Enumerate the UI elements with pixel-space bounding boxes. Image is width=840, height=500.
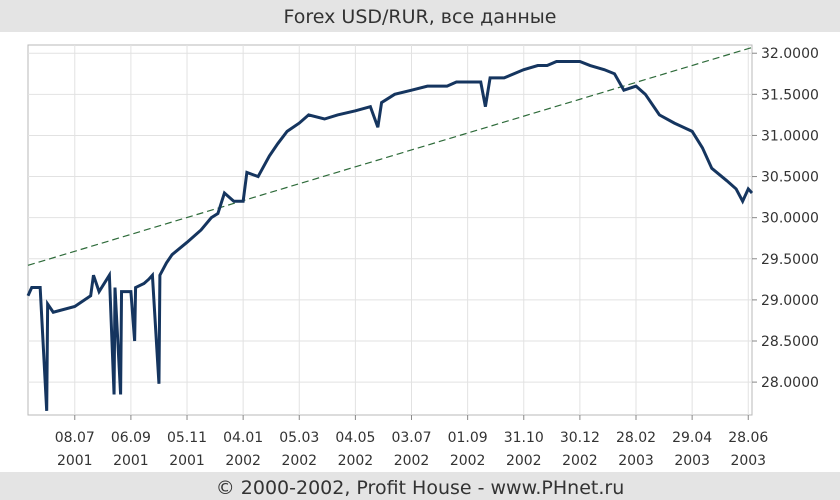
x-tick-year: 2002: [338, 453, 374, 469]
y-tick-label: 29.5000: [761, 252, 819, 268]
footer-bar: [0, 472, 840, 500]
x-tick-year: 2001: [57, 453, 93, 469]
y-tick-label: 31.0000: [761, 128, 819, 144]
footer: © 2000-2002, Profit House - www.PHnet.ru: [216, 477, 625, 499]
x-tick-year: 2002: [506, 453, 542, 469]
y-tick-label: 28.0000: [761, 375, 819, 391]
plot-area: [27, 44, 753, 416]
y-tick-label: 30.5000: [761, 170, 819, 186]
x-tick-year: 2002: [450, 453, 486, 469]
x-tick-label: 05.03: [279, 430, 319, 446]
x-tick-label: 06.09: [111, 430, 151, 446]
x-tick-label: 28.02: [616, 430, 656, 446]
y-tick-label: 32.0000: [761, 46, 819, 62]
x-tick-year: 2003: [618, 453, 654, 469]
x-tick-year: 2001: [169, 453, 205, 469]
x-tick-year: 2003: [730, 453, 766, 469]
x-tick-year: 2002: [281, 453, 317, 469]
x-tick-label: 01.09: [448, 430, 488, 446]
price-line: [26, 59, 754, 411]
x-tick-label: 03.07: [391, 430, 431, 446]
x-tick-year: 2003: [674, 453, 710, 469]
x-tick-label: 04.05: [335, 430, 375, 446]
y-tick-label: 30.0000: [761, 211, 819, 227]
title-bar: [0, 0, 840, 32]
x-tick-label: 08.07: [55, 430, 95, 446]
x-tick-year: 2002: [394, 453, 430, 469]
x-tick-label: 28.06: [728, 430, 768, 446]
x-tick-label: 30.12: [560, 430, 600, 446]
x-tick-year: 2002: [562, 453, 598, 469]
x-tick-year: 2001: [113, 453, 149, 469]
x-tick-year: 2002: [225, 453, 261, 469]
trend-line: [27, 46, 753, 266]
x-tick-label: 29.04: [672, 430, 712, 446]
y-tick-label: 28.5000: [761, 334, 819, 350]
x-tick-label: 05.11: [167, 430, 207, 446]
chart-title: Forex USD/RUR, все данные: [284, 6, 557, 28]
x-tick-label: 04.01: [223, 430, 263, 446]
y-tick-label: 31.5000: [761, 87, 819, 103]
x-tick-label: 31.10: [504, 430, 544, 446]
y-tick-label: 29.0000: [761, 293, 819, 309]
